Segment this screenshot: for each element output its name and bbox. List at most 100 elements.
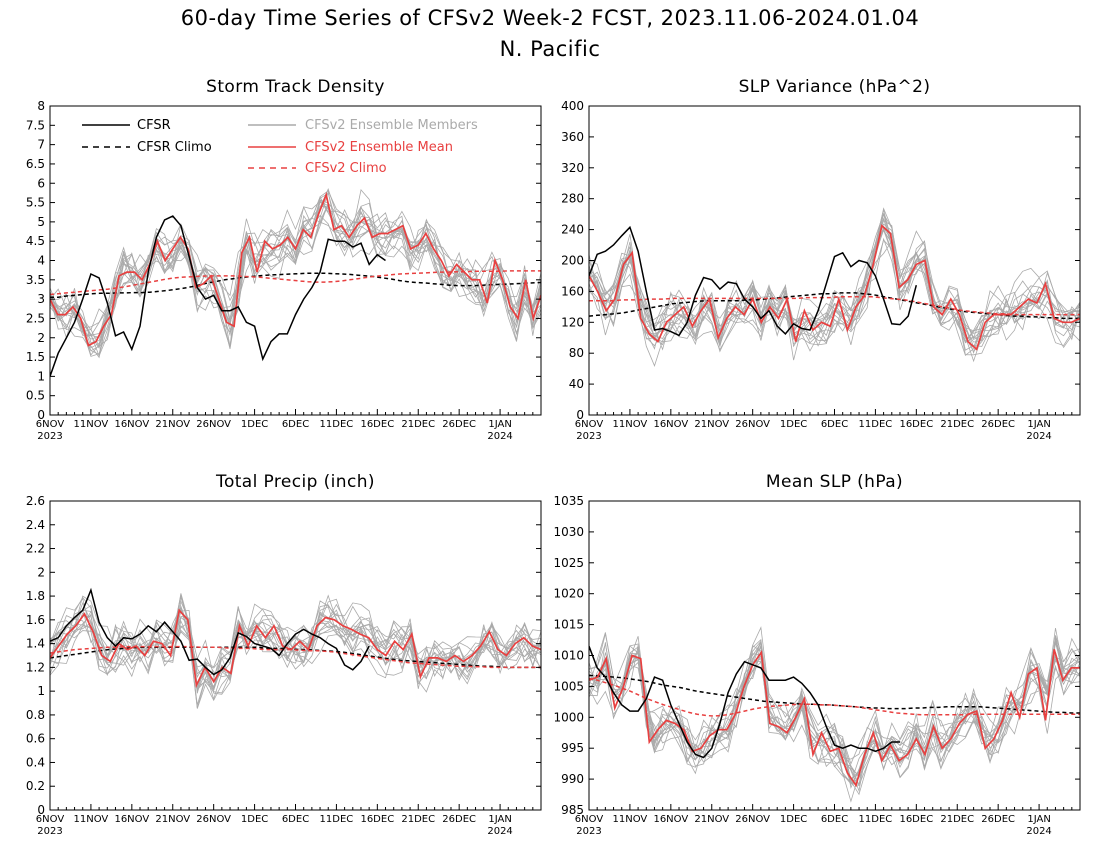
y-tick-label: 1015 — [553, 618, 584, 632]
plot-area — [50, 187, 541, 377]
legend: CFSR CFSR Climo CFSv2 Ensemble Members C… — [82, 118, 478, 176]
legend-label-cfsr-climo: CFSR Climo — [137, 140, 212, 155]
ensemble-member-line — [50, 612, 541, 709]
y-tick-label: 985 — [561, 803, 584, 817]
y-tick-label: 7.5 — [26, 118, 45, 132]
x-tick-label: 16DEC — [360, 419, 394, 430]
series-line-cfsr-climo — [50, 272, 541, 298]
series-line-ens-mean — [50, 608, 541, 689]
x-tick-label: 6DEC — [282, 419, 309, 430]
ensemble-member-line — [589, 638, 1080, 803]
y-tick-label: 200 — [561, 254, 584, 268]
y-tick-label: 5.5 — [26, 196, 45, 210]
y-tick-label: 0.2 — [26, 779, 45, 793]
x-tick-label: 26NOV — [196, 814, 231, 825]
y-tick-label: 320 — [561, 161, 584, 175]
x-tick-label: 11DEC — [320, 419, 354, 430]
x-tick-year-label: 2023 — [37, 431, 62, 442]
series-line-cfsr — [50, 587, 370, 676]
y-tick-label: 4.5 — [26, 234, 45, 248]
x-tick-year-label: 2024 — [487, 431, 512, 442]
y-tick-label: 990 — [561, 772, 584, 786]
x-tick-year-label: 2024 — [1026, 826, 1051, 837]
panel-title-total-precip: Total Precip (inch) — [215, 472, 375, 492]
y-tick-label: 1030 — [553, 525, 584, 539]
x-tick-label: 1DEC — [780, 814, 807, 825]
ensemble-member-line — [589, 228, 1080, 367]
y-tick-label: 1025 — [553, 556, 584, 570]
x-tick-label: 1JAN — [1027, 814, 1050, 825]
x-tick-label: 26DEC — [981, 814, 1015, 825]
y-tick-label: 1005 — [553, 679, 584, 693]
figure-title: 60-day Time Series of CFSv2 Week-2 FCST,… — [181, 6, 919, 30]
x-tick-label: 6NOV — [36, 419, 65, 430]
y-tick-label: 4 — [37, 254, 45, 268]
x-tick-label: 11NOV — [74, 419, 109, 430]
y-tick-label: 995 — [561, 741, 584, 755]
ensemble-member-line — [50, 600, 541, 701]
y-tick-label: 1 — [37, 684, 45, 698]
x-tick-label: 21DEC — [401, 419, 435, 430]
y-tick-label: 1.8 — [26, 589, 45, 603]
y-tick-label: 5 — [37, 215, 45, 229]
x-tick-label: 1DEC — [241, 814, 268, 825]
x-tick-label: 6NOV — [575, 419, 604, 430]
y-tick-label: 0.6 — [26, 732, 45, 746]
x-tick-label: 11DEC — [320, 814, 354, 825]
x-tick-label: 21NOV — [155, 419, 190, 430]
x-tick-label: 16NOV — [114, 419, 149, 430]
x-tick-label: 1DEC — [780, 419, 807, 430]
x-tick-label: 6NOV — [575, 814, 604, 825]
x-tick-label: 1JAN — [1027, 419, 1050, 430]
series-line-cfsv2-climo — [589, 296, 1080, 316]
legend-label-cfsr: CFSR — [137, 118, 171, 133]
y-tick-label: 0 — [576, 408, 584, 422]
ensemble-member-line — [589, 642, 1080, 786]
x-tick-label: 11NOV — [613, 814, 648, 825]
ensemble-member-line — [50, 593, 541, 691]
y-tick-label: 280 — [561, 192, 584, 206]
y-tick-label: 0.5 — [26, 389, 45, 403]
y-tick-label: 120 — [561, 315, 584, 329]
x-tick-label: 6DEC — [821, 419, 848, 430]
ensemble-member-line — [589, 213, 1080, 350]
x-tick-label: 16NOV — [653, 814, 688, 825]
x-tick-label: 6NOV — [36, 814, 65, 825]
y-tick-label: 1.2 — [26, 660, 45, 674]
x-tick-year-label: 2023 — [37, 826, 62, 837]
panel-title-mean-slp: Mean SLP (hPa) — [766, 472, 903, 492]
ensemble-member-line — [589, 628, 1080, 796]
x-tick-label: 11NOV — [74, 814, 109, 825]
x-tick-label: 21DEC — [940, 419, 974, 430]
ensemble-member-line — [50, 602, 541, 688]
series-line-ens-mean — [589, 224, 1080, 351]
ensemble-member-line — [589, 219, 1080, 347]
ensemble-member-line — [50, 204, 541, 352]
x-tick-label: 26DEC — [442, 814, 476, 825]
x-tick-label: 21DEC — [940, 814, 974, 825]
y-tick-label: 240 — [561, 223, 584, 237]
ensemble-member-line — [589, 212, 1080, 351]
series-line-cfsv2-climo — [50, 270, 541, 296]
x-tick-label: 21DEC — [401, 814, 435, 825]
x-tick-label: 11DEC — [859, 814, 893, 825]
y-tick-label: 2.4 — [26, 518, 45, 532]
legend-label-ens-mean: CFSv2 Ensemble Mean — [305, 140, 453, 155]
x-tick-label: 1JAN — [488, 814, 511, 825]
x-tick-label: 16NOV — [653, 419, 688, 430]
ensemble-member-line — [589, 635, 1080, 777]
panel-storm-track-density: Storm Track Density 0 0.5 1 1.5 2 2.5 3 3.5 4 4.5 5… — [26, 77, 542, 442]
ensemble-member-line — [50, 192, 541, 357]
y-tick-label: 1020 — [553, 587, 584, 601]
ensemble-member-line — [50, 594, 541, 694]
y-tick-label: 2.5 — [26, 311, 45, 325]
x-tick-year-label: 2024 — [487, 826, 512, 837]
x-tick-label: 6DEC — [821, 814, 848, 825]
ensemble-member-line — [589, 239, 1080, 344]
x-tick-year-label: 2024 — [1026, 431, 1051, 442]
series-line-cfsr — [50, 215, 386, 377]
y-tick-label: 1035 — [553, 494, 584, 508]
x-tick-label: 16DEC — [899, 419, 933, 430]
series-line-ens-mean — [589, 649, 1080, 788]
